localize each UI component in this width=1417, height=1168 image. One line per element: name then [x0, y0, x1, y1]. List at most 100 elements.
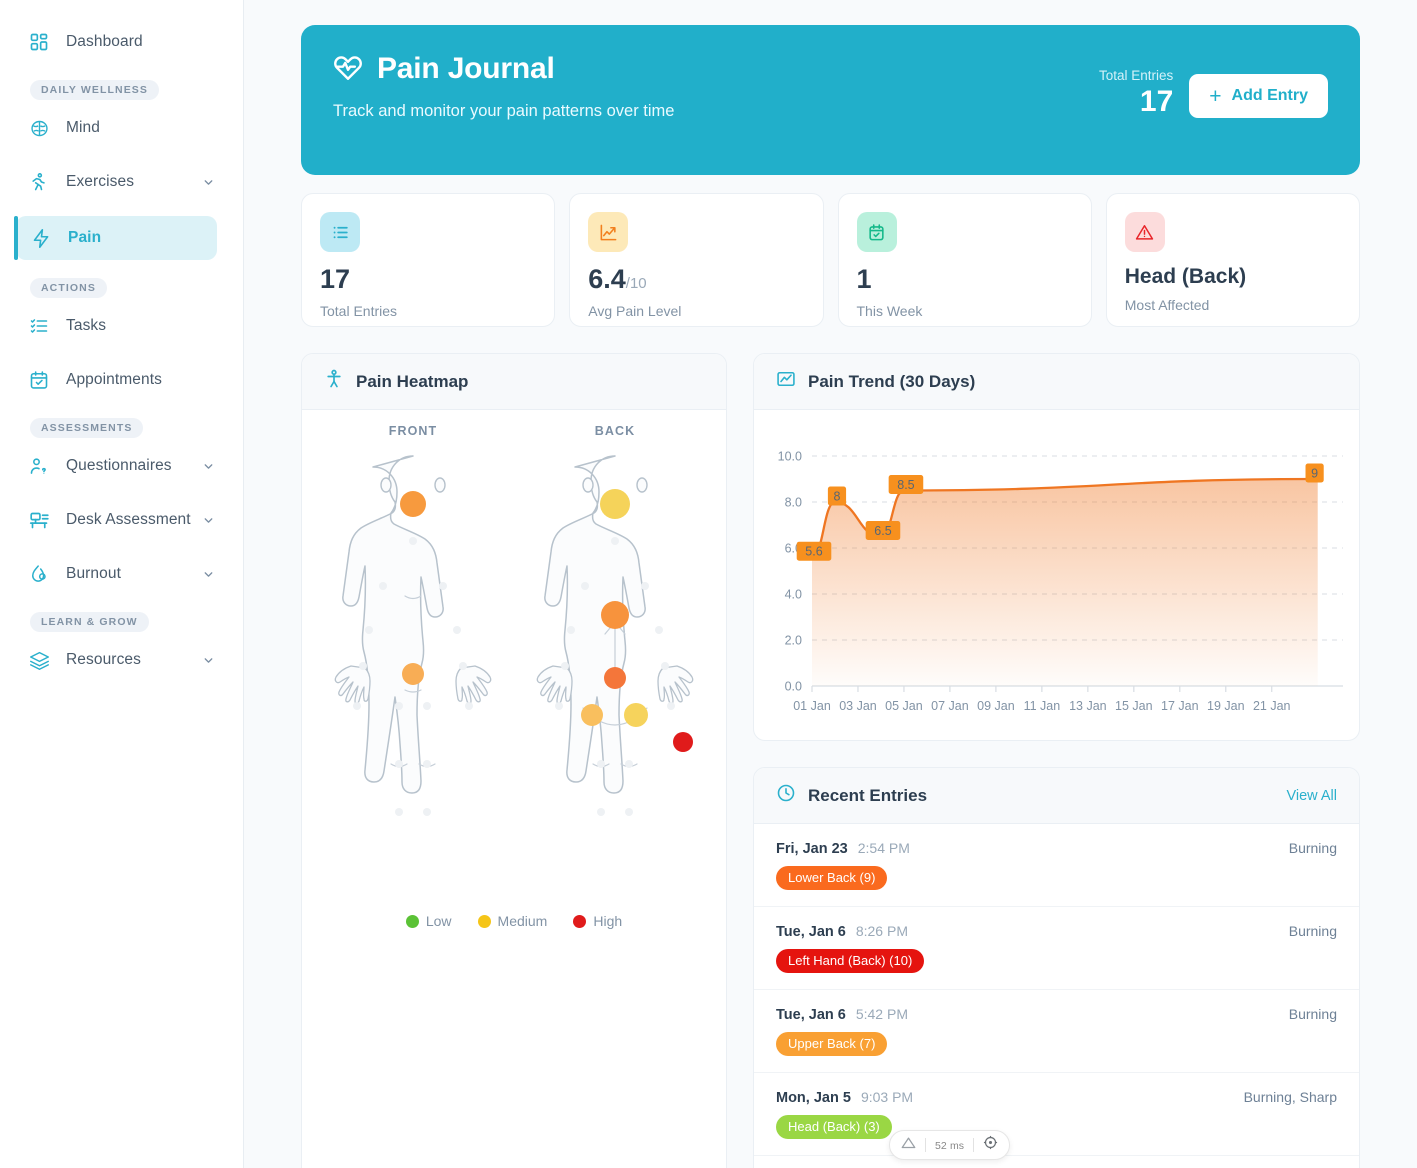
pain-dot-left-hand-back[interactable] [673, 732, 693, 753]
chart-body: 0.0 2.0 4.0 6.0 8.0 10.0 01 Jan 03 Jan 05 Jan 07 … [754, 410, 1359, 740]
x-axis-tick-label: 09 Jan [977, 699, 1015, 713]
stat-label: Total Entries [320, 303, 398, 319]
sidebar-item-label: Pain [68, 229, 102, 246]
y-axis-tick-label: 2.0 [785, 634, 802, 648]
sidebar-item-resources[interactable]: Resources [14, 640, 229, 680]
sidebar-item-label: Burnout [66, 565, 121, 582]
panel-title: Pain Trend (30 Days) [808, 371, 976, 391]
x-axis-tick-label: 19 Jan [1207, 699, 1245, 713]
sidebar-item-appointments[interactable]: Appointments [14, 360, 229, 400]
entries-list: Fri, Jan 23 2:54 PM Burning Lower Back (… [754, 824, 1359, 1168]
body-back-canvas[interactable] [515, 444, 715, 899]
stat-card-total-entries: 17 Total Entries [301, 193, 556, 327]
entry-row[interactable]: Mon, Jan 5 9:03 PM Burning, Sharp Head (… [754, 1073, 1359, 1156]
add-entry-button[interactable]: + Add Entry [1189, 74, 1328, 118]
sidebar-item-label: Desk Assessment [66, 511, 191, 528]
panel-title: Pain Heatmap [356, 371, 469, 391]
stat-value: 17 [320, 264, 351, 294]
sidebar-item-tasks[interactable]: Tasks [14, 306, 229, 346]
body-front-canvas[interactable] [313, 444, 513, 899]
y-axis-tick-label: 4.0 [785, 588, 802, 602]
x-axis-tick-label: 13 Jan [1069, 699, 1107, 713]
total-entries-block: Total Entries 17 [1099, 66, 1173, 119]
pain-dot-head-back[interactable] [600, 489, 630, 520]
page-hero-banner: Pain Journal Track and monitor your pain… [301, 25, 1360, 175]
sidebar-item-label: Exercises [66, 173, 135, 190]
legend-item-medium: Medium [477, 913, 547, 929]
vercel-triangle-icon[interactable] [901, 1136, 916, 1154]
chevron-down-icon[interactable] [201, 653, 215, 667]
sidebar-item-burnout[interactable]: Burnout [14, 554, 229, 594]
sidebar-section-assessments: ASSESSMENTS [30, 418, 144, 438]
stat-suffix: /10 [625, 275, 647, 292]
pain-dot-abdomen-front[interactable] [402, 662, 424, 685]
x-axis-tick-label: 21 Jan [1253, 699, 1291, 713]
spacer [0, 202, 243, 216]
legend-dot-low [405, 914, 419, 928]
chart-point-value-box [888, 475, 924, 494]
heart-pulse-icon [333, 51, 363, 86]
sidebar-item-questionnaires[interactable]: Questionnaires [14, 446, 229, 486]
body-front-silhouette [334, 455, 492, 816]
entry-row[interactable]: Tue, Jan 6 8:26 PM Burning Left Hand (Ba… [754, 907, 1359, 990]
hero-actions: Total Entries 17 + Add Entry [1099, 51, 1328, 119]
entry-time: 8:26 PM [855, 923, 908, 939]
chart-point-value-label: 5.6 [805, 545, 822, 559]
entry-date: Tue, Jan 6 [776, 924, 846, 940]
total-entries-label: Total Entries [1098, 68, 1174, 83]
entry-row[interactable]: Fri, Jan 23 2:54 PM Burning Lower Back (… [754, 824, 1359, 907]
lightning-icon [30, 227, 52, 249]
stat-card-this-week: 1 This Week [837, 193, 1092, 327]
heatmap-body: FRONT [302, 410, 726, 1168]
view-all-link[interactable]: View All [1286, 787, 1337, 804]
chart-point-value-label: 6.5 [874, 524, 891, 538]
pain-dot-right-glute[interactable] [624, 702, 648, 727]
dev-toolbar[interactable]: 52 ms [889, 1130, 1011, 1160]
clock-icon [776, 783, 796, 808]
entry-row[interactable]: Tue, Jan 6 5:42 PM Burning Upper Back (7… [754, 990, 1359, 1073]
sidebar: Dashboard DAILY WELLNESS Mind Exercises [0, 0, 244, 1168]
entry-pain-types: Burning [1288, 1006, 1337, 1022]
chevron-down-icon[interactable] [201, 567, 215, 581]
pain-dot-head-front[interactable] [400, 491, 426, 518]
crosshair-icon[interactable] [983, 1135, 998, 1155]
x-axis-tick-label: 11 Jan [1024, 699, 1061, 713]
pain-dot-upper-back[interactable] [601, 600, 629, 629]
calendar-check-icon [28, 369, 50, 391]
entry-pain-types: Burning, Sharp [1243, 1089, 1337, 1105]
sidebar-item-pain[interactable]: Pain [14, 216, 217, 260]
pain-dot-left-glute[interactable] [581, 703, 603, 726]
sidebar-item-label: Resources [66, 651, 141, 668]
pain-trend-chart[interactable]: 0.02.04.06.08.010.001 Jan 03 Jan 05 Jan 07 … [764, 426, 1347, 736]
sidebar-item-label: Dashboard [66, 33, 143, 50]
sidebar-item-label: Appointments [66, 371, 162, 388]
body-back: BACK [515, 424, 715, 899]
tasks-list-icon [28, 315, 50, 337]
sidebar-item-dashboard[interactable]: Dashboard [14, 22, 229, 62]
page-subtitle: Track and monitor your pain patterns ove… [333, 102, 675, 120]
divider [973, 1138, 975, 1152]
sidebar-item-label: Questionnaires [66, 457, 172, 474]
sidebar-item-exercises[interactable]: Exercises [14, 162, 229, 202]
content-grid: Pain Heatmap FRONT [301, 353, 1360, 1168]
sidebar-item-desk-assessment[interactable]: Desk Assessment [14, 500, 229, 540]
plus-icon: + [1209, 84, 1222, 108]
stat-value: 6.4/10 [588, 264, 647, 294]
y-axis-tick-label: 8.0 [785, 496, 802, 510]
entry-row[interactable]: Mon, Jan 5 9:02 PM Burning, Sharp [754, 1156, 1359, 1168]
chevron-down-icon[interactable] [201, 459, 215, 473]
person-question-icon [28, 455, 50, 477]
hero-title-row: Pain Journal [333, 51, 1099, 86]
stat-value: 1 [856, 264, 872, 294]
pain-dot-lower-back[interactable] [604, 667, 626, 690]
chevron-down-icon[interactable] [201, 175, 215, 189]
sidebar-item-label: Mind [66, 119, 100, 136]
sidebar-item-mind[interactable]: Mind [14, 108, 229, 148]
entry-location-chip: Left Hand (Back) (10) [776, 949, 925, 973]
hero-text-block: Pain Journal Track and monitor your pain… [333, 51, 1099, 121]
entry-time: 5:42 PM [855, 1006, 908, 1022]
x-axis-tick-label: 15 Jan [1115, 699, 1153, 713]
chevron-down-icon[interactable] [201, 513, 215, 527]
stat-label: Avg Pain Level [588, 303, 682, 319]
spacer [0, 346, 243, 360]
